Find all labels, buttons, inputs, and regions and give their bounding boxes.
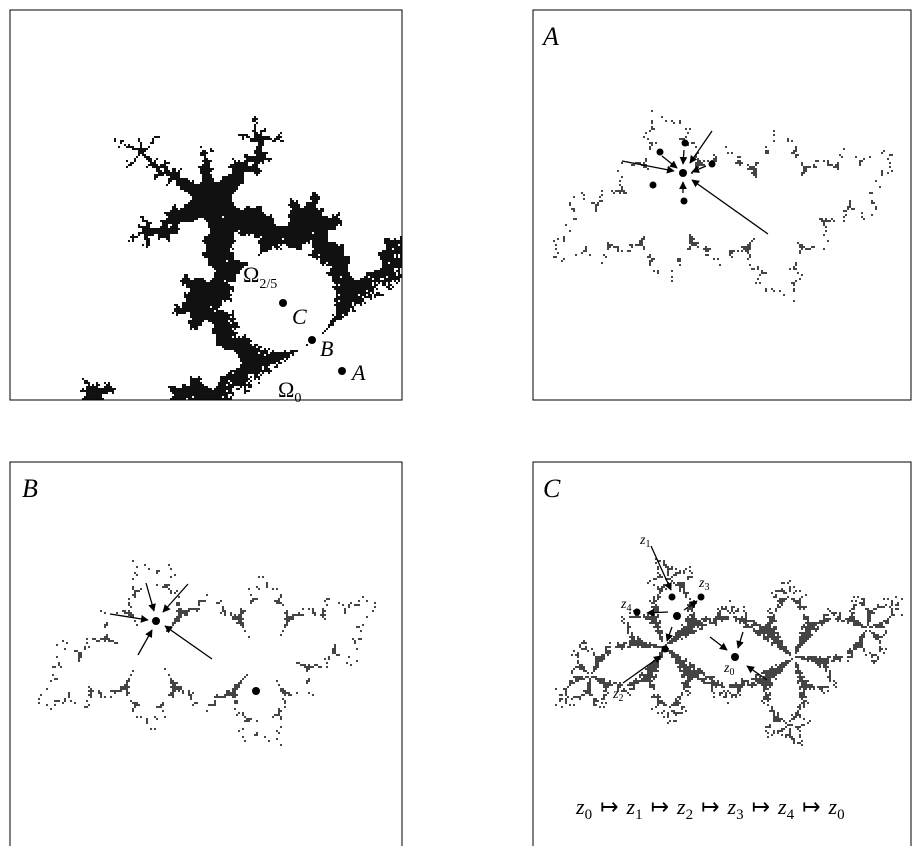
subscript: 3	[704, 582, 709, 593]
symbol: Ω	[278, 377, 294, 402]
subscript: 1	[635, 807, 643, 823]
symbol: z	[676, 794, 686, 819]
orbit-label: z3	[698, 576, 709, 593]
fractal-pixels	[553, 110, 893, 302]
subscript: 0	[837, 807, 845, 823]
subscript: 0	[585, 807, 593, 823]
maps-to-arrow: ↦	[802, 794, 820, 819]
mandelbrot-detail	[80, 116, 402, 400]
julia-b	[38, 560, 376, 746]
julia-a	[553, 110, 893, 302]
region-label: Ω0	[278, 377, 301, 406]
subscript: 4	[626, 603, 631, 614]
orbit-label: z4	[620, 597, 631, 614]
panel-title: C	[543, 474, 561, 503]
orbit-formula: z0↦z1↦z2↦z3↦z4↦z0	[575, 794, 845, 823]
symbol: z	[777, 794, 787, 819]
subscript: 2	[618, 693, 623, 704]
symbol: z	[575, 794, 585, 819]
figure: Ω2/5 C B A Ω0 A B C z1 z3 z4 z2 z0 z0↦z1…	[0, 0, 912, 846]
region-label: Ω2/5	[243, 262, 277, 292]
subscript: 2	[686, 807, 694, 823]
symbol: z	[828, 794, 838, 819]
point-label: B	[320, 336, 333, 361]
symbol: z	[727, 794, 737, 819]
subscript: 4	[787, 807, 795, 823]
maps-to-arrow: ↦	[701, 794, 719, 819]
panel-frame	[533, 10, 911, 400]
orbit-label: z2	[612, 687, 623, 704]
point-markers	[279, 299, 346, 375]
panel-title: B	[22, 474, 38, 503]
subscript: 1	[645, 539, 650, 550]
subscript: 0	[294, 391, 301, 406]
orbit-label: z1	[639, 533, 650, 550]
fractal-pixels	[38, 560, 376, 746]
subscript: 2/5	[259, 277, 277, 292]
point-label: C	[292, 304, 307, 329]
point-label: A	[350, 360, 366, 385]
fractal-pixels	[80, 116, 402, 400]
maps-to-arrow: ↦	[651, 794, 669, 819]
subscript: 3	[736, 807, 744, 823]
maps-to-arrow: ↦	[600, 794, 618, 819]
fractal-pixels	[555, 558, 903, 746]
subscript: 0	[729, 667, 734, 678]
orbit-label: z0	[723, 661, 734, 678]
symbol: Ω	[243, 262, 259, 287]
maps-to-arrow: ↦	[752, 794, 770, 819]
panel-frame	[533, 462, 911, 846]
symbol: z	[626, 794, 636, 819]
julia-c	[555, 558, 903, 746]
orbit-annotations	[110, 583, 260, 695]
panel-title: A	[541, 22, 559, 51]
